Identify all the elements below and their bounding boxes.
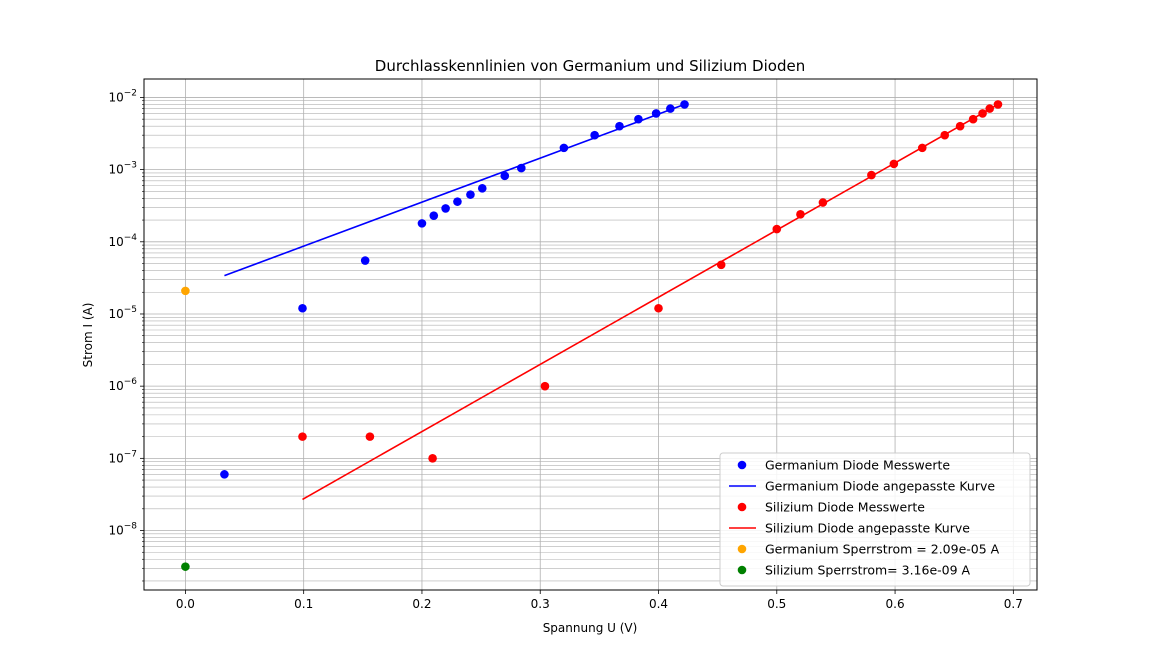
y-tick-base: 10 — [108, 451, 123, 465]
y-tick-base: 10 — [108, 163, 123, 177]
data-point — [441, 204, 450, 213]
legend-item: Germanium Sperrstrom = 2.09e-05 A — [737, 542, 1000, 557]
data-point — [428, 454, 437, 463]
data-point — [181, 562, 190, 571]
plot-frame — [143, 78, 1038, 591]
y-tick-label: 10−5 — [108, 305, 137, 321]
x-tick-label: 0.1 — [294, 597, 313, 611]
data-point — [477, 184, 487, 193]
legend-item: Silizium Diode angepasste Kurve — [729, 521, 970, 536]
legend-label: Germanium Diode angepasste Kurve — [765, 479, 995, 494]
fit-line — [302, 103, 999, 501]
data-point — [181, 286, 190, 296]
data-point — [654, 303, 663, 313]
y-tick-label: 10−3 — [108, 161, 137, 177]
axis-ticks: 0.0 0.1 0.2 0.3 0.4 0.5 0.6 0.710−810−710−610−5… — [108, 88, 1022, 611]
y-tick-exponent: −7 — [124, 449, 137, 459]
data-point — [680, 100, 689, 109]
series-4 — [181, 286, 190, 296]
x-tick-label: 0.6 — [886, 597, 905, 611]
chart-title: Durchlasskennlinien von Germanium und Si… — [375, 57, 805, 75]
data-point — [220, 470, 229, 479]
x-tick-label: 0.2 — [412, 597, 431, 611]
legend-label: Silizium Sperrstrom= 3.16e-09 A — [765, 563, 971, 578]
y-tick-exponent: −4 — [124, 233, 138, 243]
legend-box — [719, 452, 1031, 587]
data-point — [298, 432, 307, 441]
data-point — [796, 210, 805, 219]
legend: Germanium Diode Messwerte Germanium Diode… — [719, 452, 1031, 587]
legend-marker-swatch — [737, 565, 747, 575]
y-tick-label: 10−8 — [108, 522, 137, 538]
x-tick-label: 0.0 — [176, 597, 195, 611]
legend-label: Germanium Sperrstrom = 2.09e-05 A — [765, 542, 1000, 557]
y-tick-exponent: −8 — [124, 522, 138, 532]
series-0 — [220, 100, 689, 479]
x-axis-label: Spannung U (V) — [543, 621, 638, 635]
y-tick-label: 10−2 — [108, 88, 137, 104]
legend-item: Germanium Diode angepasste Kurve — [729, 479, 995, 494]
data-point — [417, 219, 427, 228]
data-point — [453, 197, 462, 206]
y-axis-label: Strom I (A) — [81, 303, 95, 368]
x-tick-label: 0.3 — [531, 597, 550, 611]
data-point — [365, 432, 375, 441]
legend-label: Silizium Diode angepasste Kurve — [765, 521, 970, 536]
x-tick-label: 0.7 — [1004, 597, 1023, 611]
plot-series — [181, 100, 1003, 571]
data-point — [466, 190, 475, 199]
data-point — [993, 100, 1003, 109]
data-point — [500, 171, 510, 181]
x-tick-label: 0.5 — [767, 597, 786, 611]
y-tick-exponent: −6 — [124, 377, 138, 387]
legend-item: Silizium Sperrstrom= 3.16e-09 A — [737, 563, 971, 578]
legend-marker-swatch — [737, 544, 747, 554]
y-tick-base: 10 — [108, 524, 123, 538]
series-5 — [181, 562, 190, 571]
data-point — [360, 256, 370, 265]
legend-label: Germanium Diode Messwerte — [765, 458, 950, 473]
data-point — [540, 381, 550, 391]
y-tick-label: 10−7 — [108, 449, 137, 465]
series-1 — [224, 103, 685, 277]
y-tick-base: 10 — [108, 379, 123, 393]
x-tick-label: 0.4 — [649, 597, 668, 611]
y-tick-base: 10 — [108, 307, 123, 321]
y-tick-label: 10−6 — [108, 377, 137, 393]
legend-marker-swatch — [737, 502, 747, 512]
legend-item: Germanium Diode Messwerte — [737, 458, 950, 473]
fit-line — [224, 103, 685, 277]
y-tick-label: 10−4 — [108, 233, 137, 249]
legend-marker-swatch — [737, 460, 747, 470]
y-tick-base: 10 — [108, 235, 123, 249]
y-tick-base: 10 — [108, 90, 123, 104]
data-point — [429, 211, 439, 220]
data-point — [298, 303, 307, 313]
y-tick-exponent: −2 — [124, 88, 137, 98]
y-tick-exponent: −3 — [124, 161, 137, 171]
legend-item: Silizium Diode Messwerte — [737, 500, 925, 515]
series-2 — [298, 100, 1003, 463]
series-3 — [302, 103, 999, 501]
legend-label: Silizium Diode Messwerte — [765, 500, 925, 515]
y-tick-exponent: −5 — [124, 305, 137, 315]
